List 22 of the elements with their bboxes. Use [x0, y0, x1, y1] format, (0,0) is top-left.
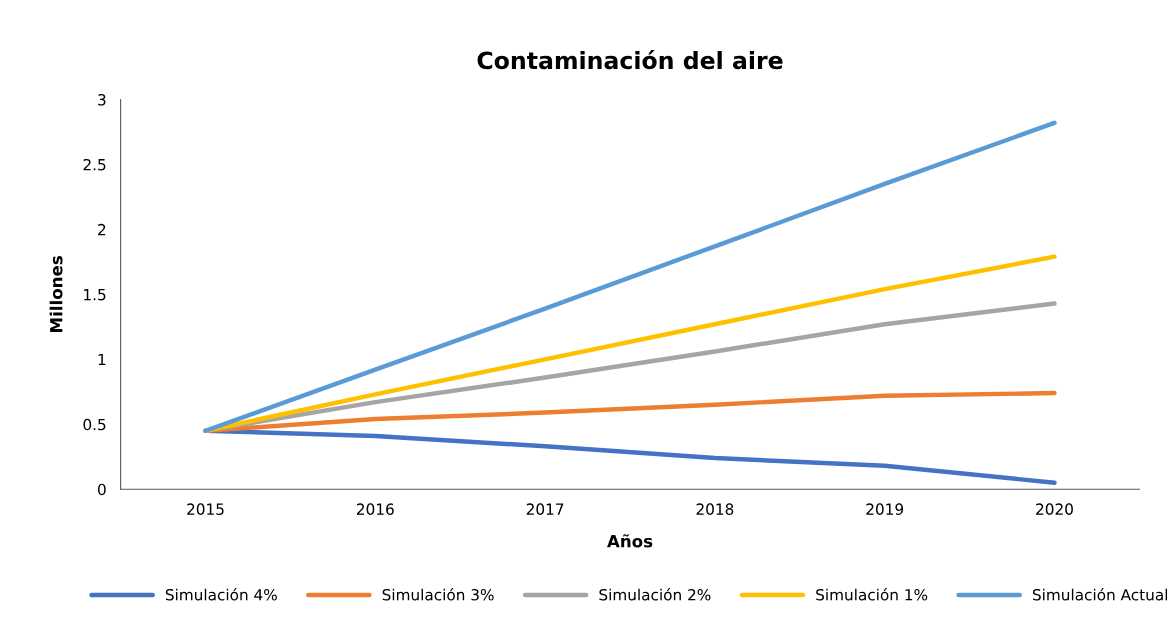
y-tick-label: 3 [98, 93, 106, 106]
legend-label: Simulación 4% [165, 588, 277, 601]
x-tick-label: 2016 [356, 503, 394, 515]
legend-label: Simulación 3% [382, 588, 494, 601]
legend-label: Simulación 2% [599, 588, 711, 601]
legend-label: Simulación 1% [816, 588, 928, 601]
y-tick-label: 1 [98, 353, 106, 366]
x-tick-label: 2020 [1036, 503, 1073, 515]
chart-title: Contaminación del aire [477, 50, 783, 70]
y-tick-label: 0 [98, 483, 106, 496]
x-axis-title: Años [607, 534, 653, 548]
x-tick-label: 2015 [187, 503, 224, 515]
x-tick-label: 2018 [696, 503, 734, 515]
y-tick-label: 1.5 [84, 289, 106, 301]
y-axis-title: Millones [49, 256, 63, 332]
x-tick-label: 2017 [526, 503, 564, 515]
y-tick-label: 0.5 [83, 418, 106, 431]
y-tick-label: 2.5 [83, 158, 106, 171]
line-series [203, 120, 1057, 433]
legend-label: Simulación Actual [1032, 588, 1168, 601]
y-tick-label: 2 [98, 223, 106, 236]
x-tick-label: 2019 [866, 503, 904, 515]
